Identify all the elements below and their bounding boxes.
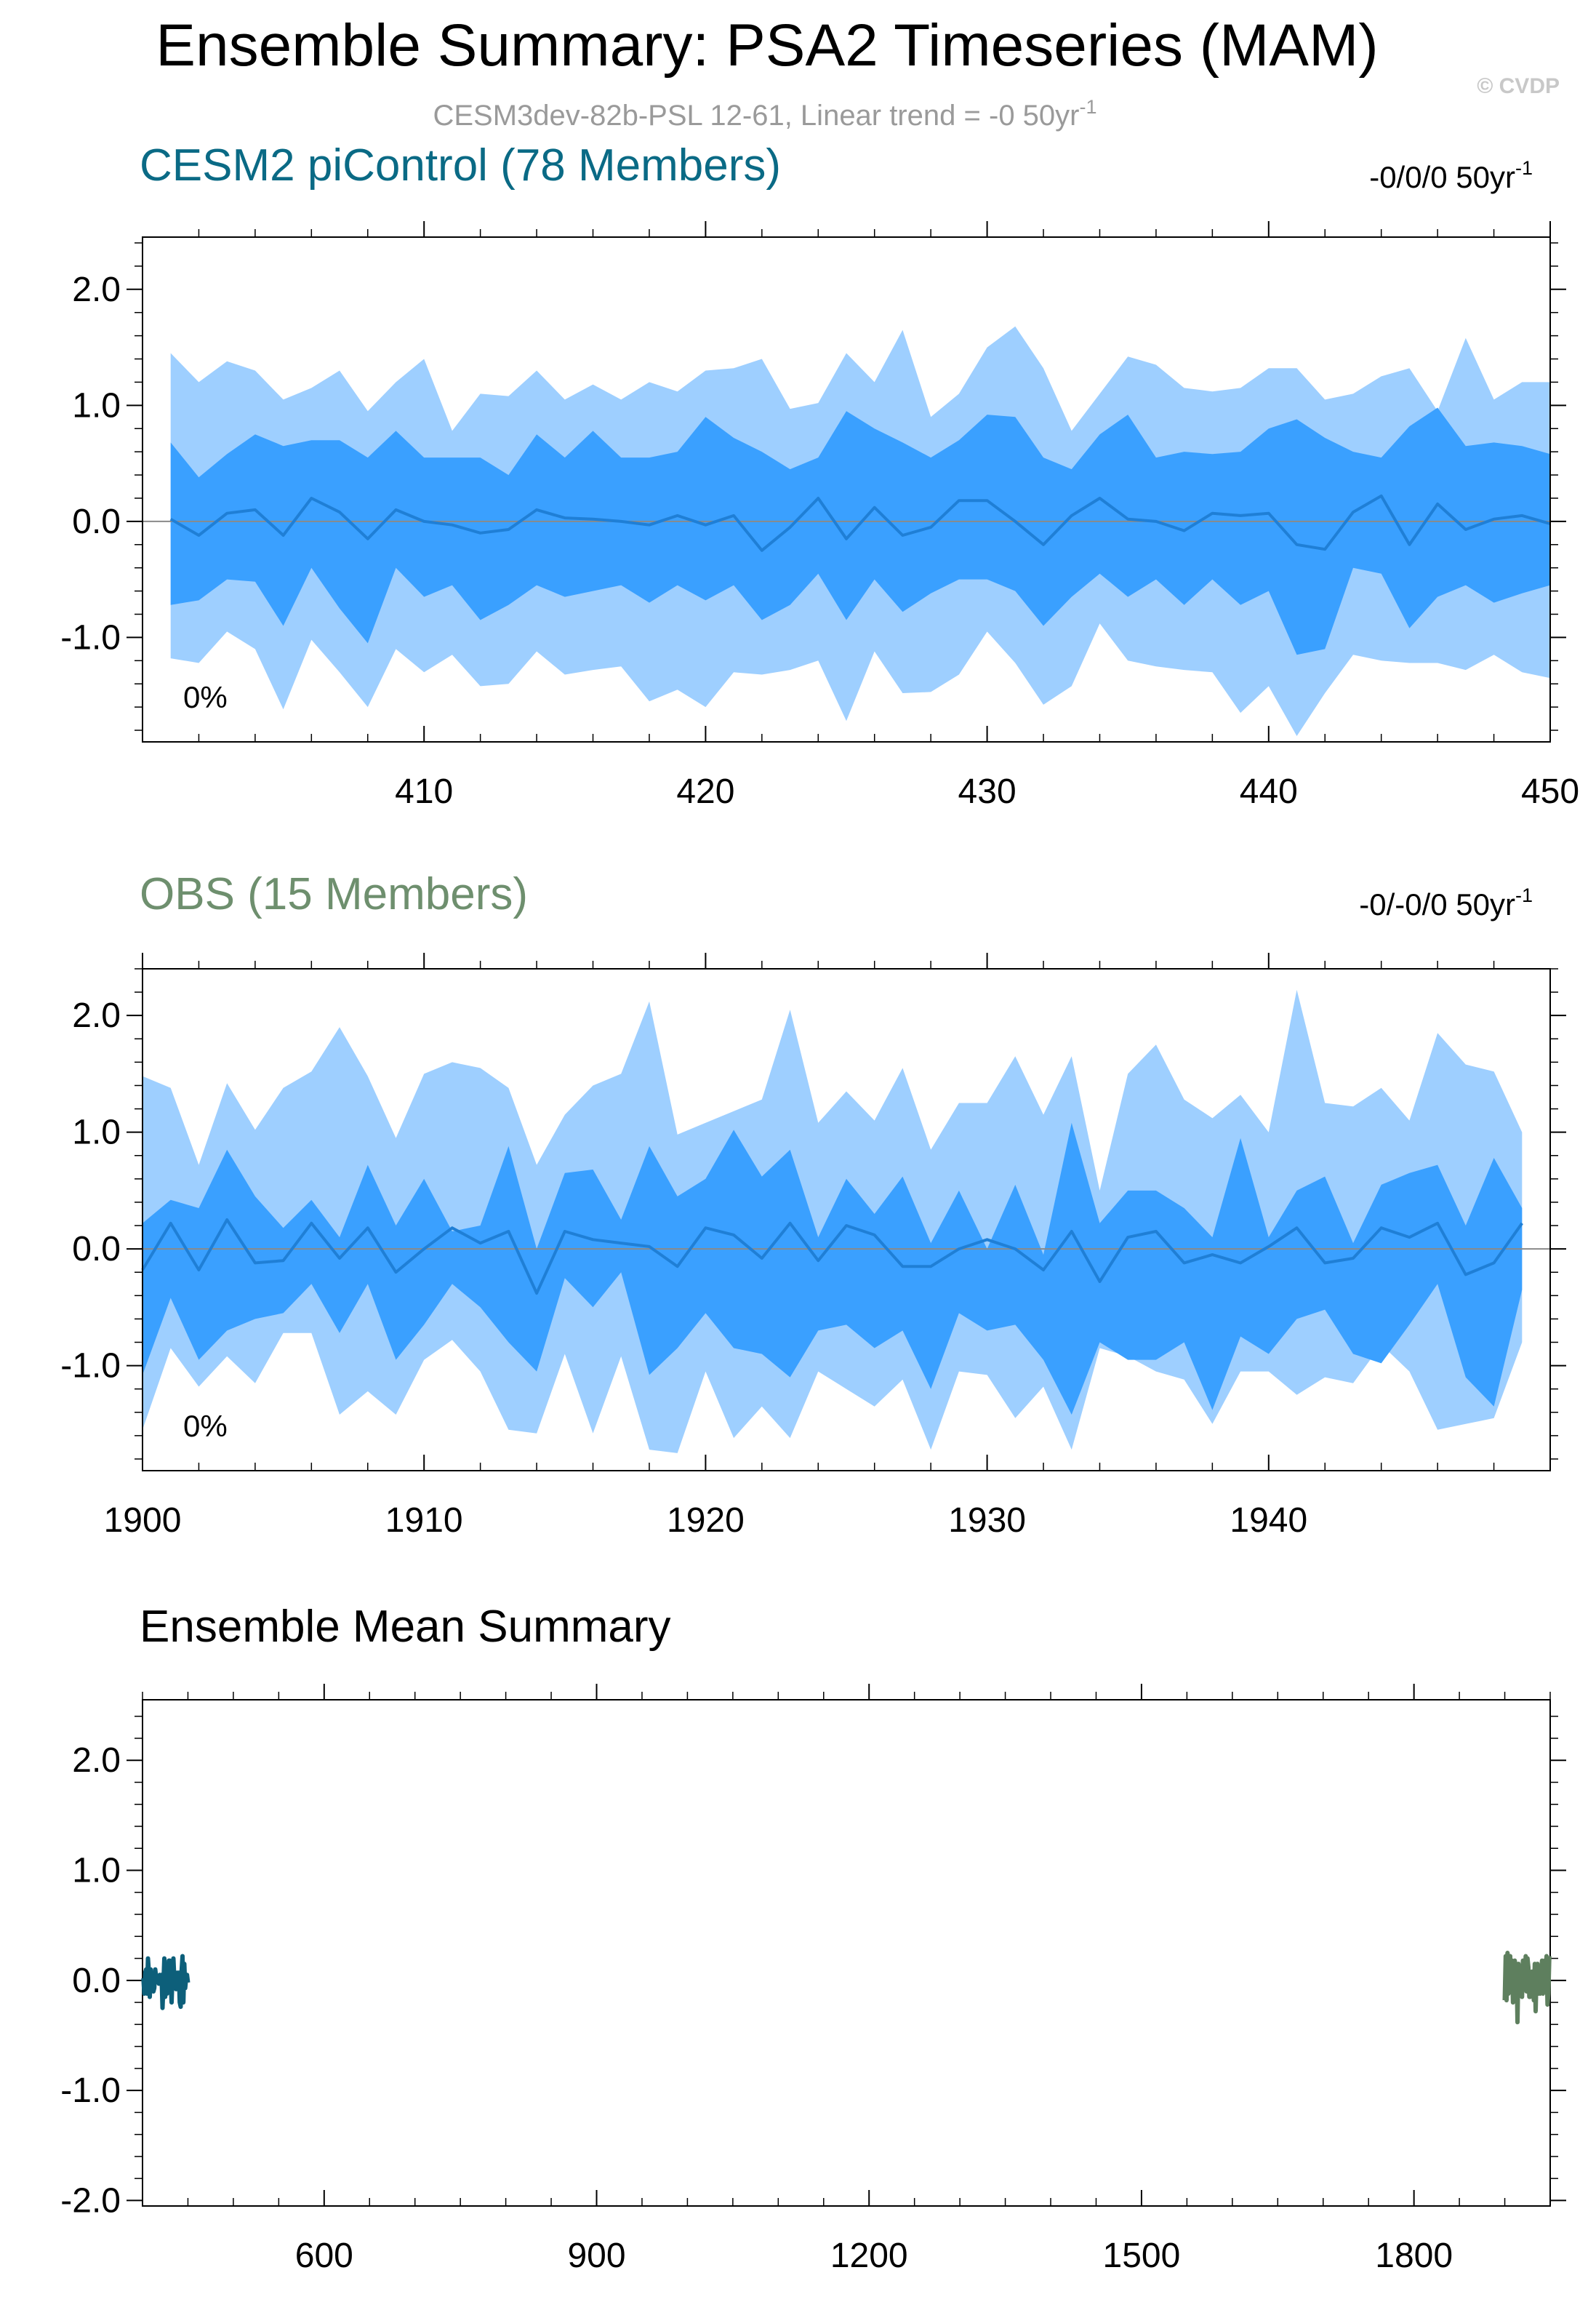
obs-x-tick-label: 1900 (104, 1501, 182, 1540)
panel-cesm2-percent-label: 0% (183, 680, 228, 714)
cesm2-inner-band (170, 407, 1551, 655)
figure-subtitle-main: CESM3dev-82b-PSL 12-61, Linear trend = -… (433, 100, 1079, 132)
watermark: © CVDP (1477, 74, 1560, 98)
panel-cesm2-trend-main: -0/0/0 50yr (1369, 160, 1515, 194)
obs-y-tick-label: 1.0 (72, 1114, 121, 1152)
panel-obs-title: OBS (15 Members) (140, 869, 528, 919)
ensmean-y-tick-label: -1.0 (60, 2071, 121, 2110)
cesm2-x-tick-label: 450 (1521, 772, 1579, 811)
obs-x-tick-label: 1910 (385, 1501, 463, 1540)
ensmean-y-tick-label: 2.0 (72, 1741, 121, 1780)
obs-ensemble-mean-line (141, 1218, 1523, 1295)
obs-y-tick-label: -1.0 (60, 1347, 121, 1386)
cesm2-y-tick-label: 1.0 (72, 386, 121, 425)
cesm2-x-tick-label: 440 (1240, 772, 1298, 811)
figure-subtitle: CESM3dev-82b-PSL 12-61, Linear trend = -… (433, 96, 1096, 132)
ensmean-x-tick-label: 1500 (1103, 2237, 1181, 2275)
obs-x-tick-label: 1920 (667, 1501, 745, 1540)
obs-mean-series (1502, 1951, 1552, 2025)
obs-x-tick-label: 1940 (1230, 1501, 1307, 1540)
ensmean-y-tick-label: -2.0 (60, 2181, 121, 2220)
ensmean-x-tick-label: 1800 (1375, 2237, 1453, 2275)
cesm2-data-layer: 410 420 430 440 450 2.0 1.0 0.0 -1.0 (60, 221, 1579, 811)
panel-cesm2-trend: -0/0/0 50yr-1 (1369, 157, 1533, 194)
ensmean-x-tick-label: 1200 (830, 2237, 908, 2275)
obs-plot-frame (142, 968, 1551, 1471)
obs-y-tick-label: 0.0 (72, 1230, 121, 1268)
cesm2-y-tick-label: 0.0 (72, 503, 121, 541)
obs-data-layer: 1900 1910 1920 1930 1940 2.0 1.0 0.0 -1.0 (60, 953, 1566, 1540)
panel-obs-trend-sup: -1 (1515, 884, 1533, 906)
cesm2-mean-series (141, 1954, 191, 2010)
ensmean-y-tick-label: 0.0 (72, 1962, 121, 2000)
panel-cesm2-trend-sup: -1 (1515, 157, 1533, 179)
cesm2-x-tick-label: 420 (676, 772, 734, 811)
obs-y-tick-label: 2.0 (72, 996, 121, 1035)
cesm2-plot-frame (142, 236, 1551, 743)
cesm2-x-tick-label: 430 (958, 772, 1016, 811)
panel-ensemble-mean: Ensemble Mean Summary 600 900 1200 1500 1800… (60, 1602, 1566, 2275)
cesm2-y-tick-label: 2.0 (72, 271, 121, 309)
panel-ensemble-mean-title: Ensemble Mean Summary (140, 1602, 671, 1652)
figure-title: Ensemble Summary: PSA2 Timeseries (MAM) (156, 12, 1378, 79)
ensmean-x-tick-label: 900 (567, 2237, 625, 2275)
cesm2-ensemble-mean-line (169, 494, 1551, 552)
panel-obs-trend: -0/-0/0 50yr-1 (1359, 884, 1533, 922)
cesm2-x-tick-label: 410 (395, 772, 453, 811)
panel-cesm2: 410 420 430 440 450 2.0 1.0 0.0 -1.0 CESM2 piCont… (60, 140, 1579, 811)
panel-cesm2-title: CESM2 piControl (78 Members) (140, 140, 781, 191)
ensmean-plot-frame (142, 1699, 1551, 2207)
ensmean-x-tick-label: 600 (295, 2237, 353, 2275)
obs-inner-band (143, 1122, 1523, 1415)
obs-x-tick-label: 1930 (948, 1501, 1026, 1540)
ensmean-y-tick-label: 1.0 (72, 1852, 121, 1890)
panel-obs-trend-main: -0/-0/0 50yr (1359, 887, 1515, 922)
panel-obs: 1900 1910 1920 1930 1940 2.0 1.0 0.0 -1.0 OBS (15… (60, 869, 1566, 1540)
cesm2-y-tick-label: -1.0 (60, 618, 121, 657)
figure-subtitle-sup: -1 (1080, 96, 1097, 118)
panel-obs-percent-label: 0% (183, 1409, 228, 1443)
